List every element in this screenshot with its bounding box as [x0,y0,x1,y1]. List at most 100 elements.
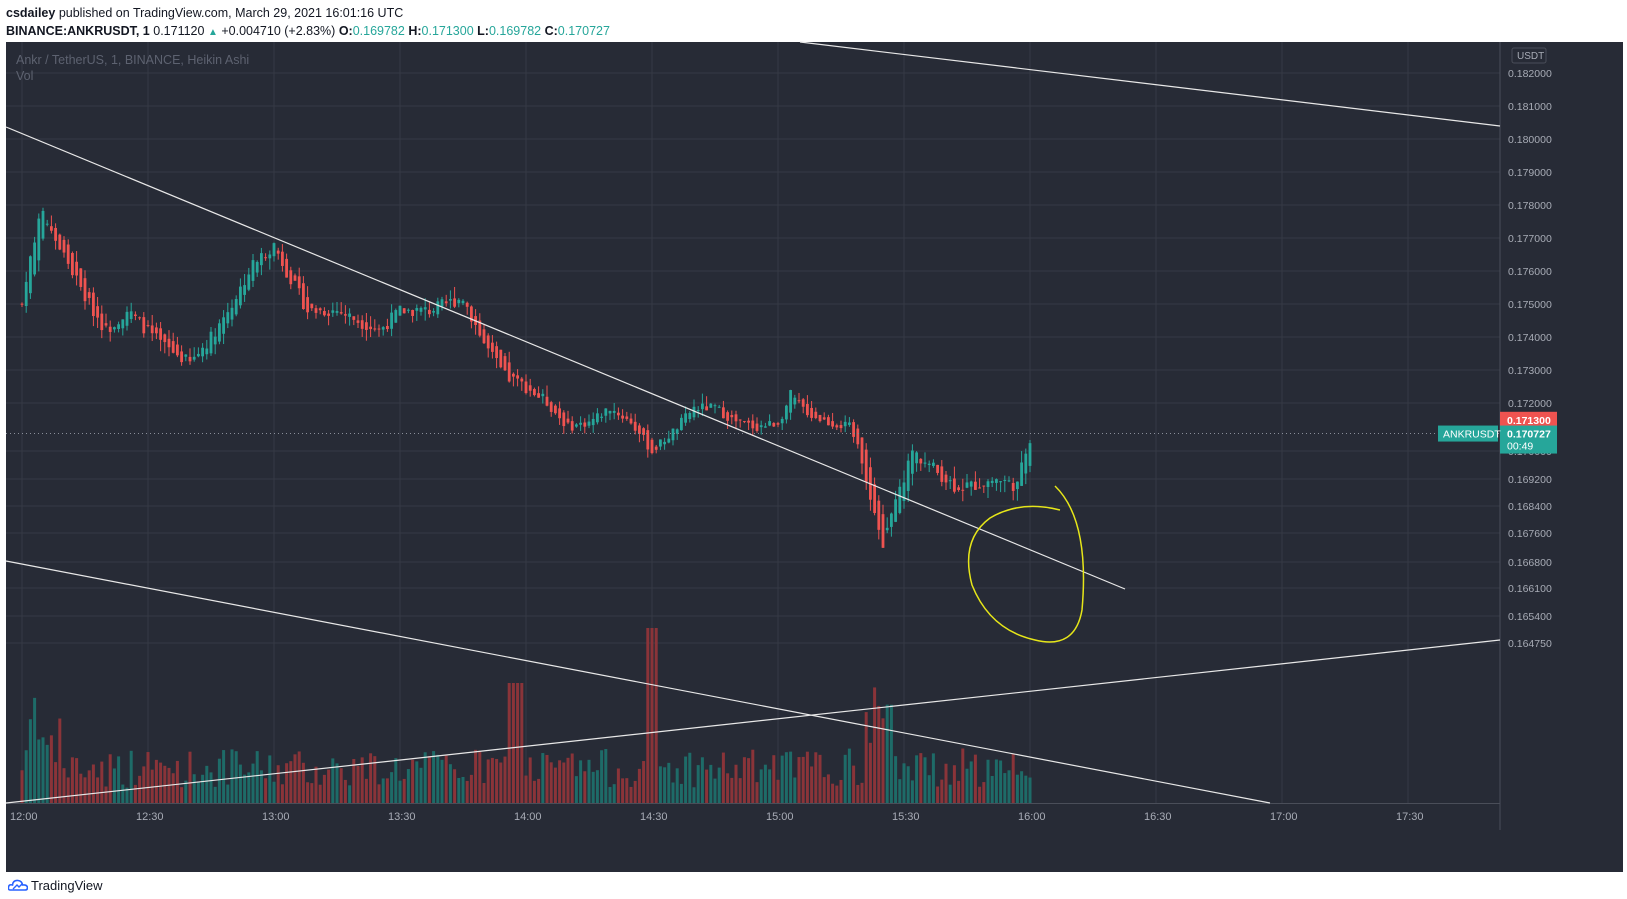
symbol-label: BINANCE:ANKRUSDT, 1 [6,24,150,38]
volume-bar [625,778,629,803]
candle-body [377,328,381,330]
volume-bar [96,777,100,803]
candle-body [243,285,246,295]
candle-body [852,422,855,437]
volume-bar [856,784,860,803]
candle-body [113,327,116,330]
volume-bar [516,683,520,803]
candle-body [516,375,519,379]
tradingview-logo[interactable]: TradingView [8,878,103,893]
candle-body [545,396,549,406]
candle-body [230,307,234,320]
candle-body [444,301,448,304]
candle-body [831,421,834,427]
candle-body [566,418,570,423]
candle-body [381,327,385,330]
volume-bar [213,786,217,803]
candle-body [138,317,141,319]
candle-body [117,324,120,329]
volume-bar [469,774,473,803]
candle-body [906,460,910,491]
y-tick-label: 0.177000 [1508,233,1552,245]
symbol-tag-box [1438,425,1498,442]
volume-bar [289,761,293,803]
volume-bar [889,704,893,803]
volume-bar [713,778,717,803]
price-change: +0.004710 (+2.83%) [221,24,336,38]
volume-bar [352,759,356,803]
volume-bar [898,779,902,803]
volume-bar [642,761,646,803]
volume-bar [159,762,163,803]
volume-bar [835,785,839,803]
y-tick-label: 0.178000 [1508,200,1552,212]
volume-bar [709,764,713,803]
candle-body [881,514,885,548]
candle-body [612,410,616,413]
volume-bar [217,758,221,803]
x-tick-label: 12:00 [10,811,38,823]
high-label: H: [408,24,422,38]
candle-body [671,428,675,441]
publisher-name[interactable]: csdailey [6,6,56,20]
candle-body [898,486,902,513]
volume-bar [343,779,347,803]
candle-body [323,311,326,316]
volume-bar [600,750,604,803]
volume-bar [297,751,301,803]
candle-body [163,334,167,343]
published-text: published on TradingView.com, March 29, … [55,6,404,20]
candle-body [822,417,826,420]
candle-body [541,393,545,397]
candle-body [37,218,41,261]
close-value: 0.170727 [557,24,610,38]
chart-frame[interactable] [6,42,1623,872]
volume-bar [507,683,511,803]
footer: TradingView [6,872,1623,899]
volume-bar [696,765,700,803]
candle-body [507,362,511,382]
candle-body [575,424,578,427]
volume-bar [667,762,671,803]
candle-body [974,481,977,490]
volume-bar [826,774,830,803]
volume-bar [692,787,696,803]
candle-body [285,258,288,278]
candle-body [890,513,893,527]
candle-body [877,500,881,530]
volume-bar [490,757,494,803]
candle-body [470,306,473,322]
volume-bar [511,683,515,803]
volume-bar [646,628,650,803]
volume-bar [503,756,507,803]
candle-body [688,412,692,419]
volume-bar [948,784,952,803]
candle-body [54,227,57,241]
volume-bar [650,628,654,803]
volume-bar [54,762,58,803]
volume-bar [537,778,541,803]
candle-body [629,418,633,424]
volume-bar [965,768,969,803]
publish-header: csdailey published on TradingView.com, M… [6,4,403,22]
volume-bar [251,763,255,803]
volume-bar [310,783,314,803]
volume-bar [364,778,368,803]
volume-bar [138,775,142,803]
volume-bar [558,760,562,803]
volume-bar [192,774,196,803]
x-tick-label: 16:00 [1018,811,1046,823]
candle-body [1024,453,1028,474]
candle-body [843,421,847,427]
y-tick-label: 0.172000 [1508,398,1552,410]
candle-body [344,314,347,316]
y-tick-label: 0.173000 [1508,365,1552,377]
candle-body [801,399,805,407]
candle-body [780,418,784,424]
volume-bar [894,756,898,803]
volume-bar [877,705,881,803]
candle-body [1016,481,1019,490]
candle-body [848,422,851,425]
y-tick-label: 0.179000 [1508,167,1552,179]
